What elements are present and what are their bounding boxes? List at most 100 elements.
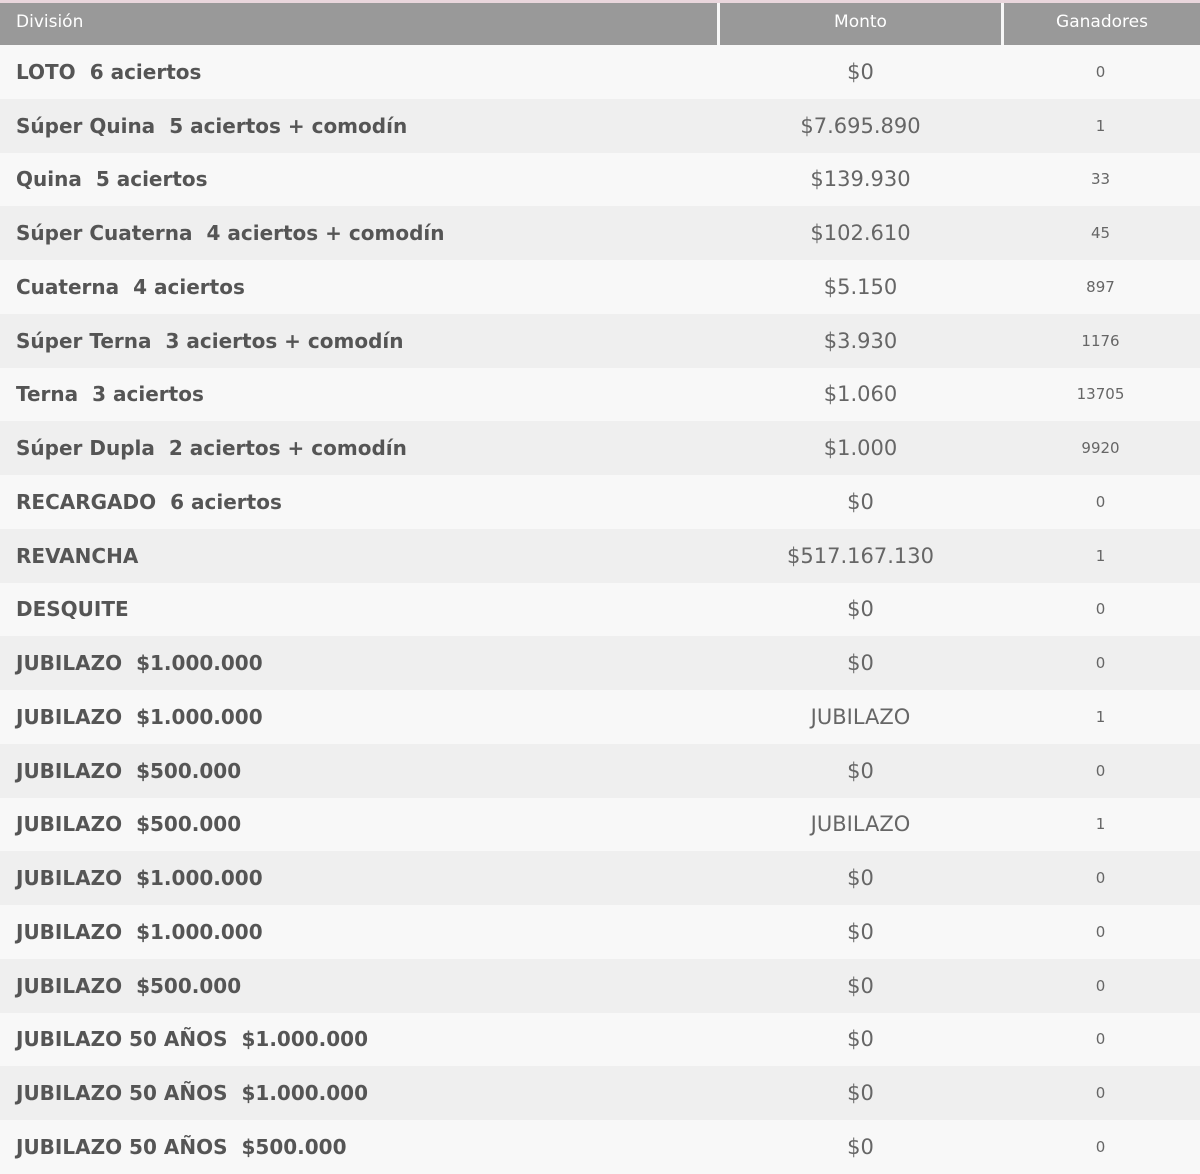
monto-cell: $3.930 [823, 328, 898, 353]
division-name: JUBILAZO [16, 704, 123, 729]
division-cell: JUBILAZO $1.000.000 [0, 920, 720, 944]
division-detail: 5 aciertos + comodín [169, 113, 408, 138]
division-detail: $1.000.000 [136, 919, 263, 944]
header-ganadores: Ganadores [1004, 3, 1200, 45]
division-cell: JUBILAZO 50 AÑOS $500.000 [0, 1135, 720, 1159]
table-row: Terna 3 aciertos $1.060 13705 [0, 367, 1200, 422]
division-cell: Súper Dupla 2 aciertos + comodín [0, 436, 720, 460]
table-row: JUBILAZO $500.000 JUBILAZO 1 [0, 797, 1200, 852]
table-row: Súper Cuaterna 4 aciertos + comodín $102.6… [0, 206, 1200, 260]
monto-cell: $0 [847, 489, 874, 514]
table-row: JUBILAZO 50 AÑOS $1.000.000 $0 0 [0, 1012, 1200, 1067]
table-row: JUBILAZO $1.000.000 $0 0 [0, 905, 1200, 959]
ganadores-cell: 33 [1090, 170, 1111, 189]
ganadores-cell: 0 [1095, 492, 1106, 511]
division-cell: JUBILAZO $500.000 [0, 759, 720, 783]
monto-cell: $1.000 [823, 436, 898, 461]
ganadores-cell: 9920 [1081, 439, 1120, 458]
table-row: RECARGADO 6 aciertos $0 0 [0, 475, 1200, 529]
division-detail: $1.000.000 [241, 1081, 369, 1106]
monto-cell: $0 [847, 597, 874, 622]
division-cell: JUBILAZO $500.000 [0, 812, 720, 836]
ganadores-cell: 0 [1095, 1137, 1106, 1156]
division-name: JUBILAZO [16, 651, 123, 676]
division-detail: $1.000.000 [136, 651, 263, 676]
monto-cell: $0 [847, 758, 874, 783]
division-name: JUBILAZO [16, 758, 123, 783]
table-row: JUBILAZO $500.000 $0 0 [0, 743, 1200, 798]
table-row: JUBILAZO 50 AÑOS $500.000 $0 0 [0, 1120, 1200, 1174]
table-row: Quina 5 aciertos $139.930 33 [0, 152, 1200, 207]
division-detail: 3 aciertos + comodín [165, 328, 404, 353]
division-cell: Súper Quina 5 aciertos + comodín [0, 114, 720, 138]
division-detail: $1.000.000 [136, 866, 263, 891]
division-detail: $500.000 [136, 973, 242, 998]
table-row: Súper Terna 3 aciertos + comodín $3.930 117… [0, 313, 1200, 368]
division-cell: Súper Cuaterna 4 aciertos + comodín [0, 221, 720, 245]
ganadores-cell: 1 [1095, 707, 1106, 726]
ganadores-cell: 0 [1095, 62, 1106, 81]
division-cell: Terna 3 aciertos [0, 382, 720, 406]
monto-cell: $0 [847, 59, 874, 84]
table-row: DESQUITE $0 0 [0, 582, 1200, 637]
division-cell: JUBILAZO 50 AÑOS $1.000.000 [0, 1027, 720, 1051]
table-row: JUBILAZO $1.000.000 JUBILAZO 1 [0, 690, 1200, 744]
division-name: RECARGADO [16, 489, 157, 514]
ganadores-cell: 0 [1095, 869, 1106, 888]
table-row: JUBILAZO 50 AÑOS $1.000.000 $0 0 [0, 1066, 1200, 1120]
ganadores-cell: 1 [1095, 546, 1106, 565]
division-detail: 3 aciertos [92, 382, 204, 407]
division-name: JUBILAZO [16, 973, 123, 998]
ganadores-cell: 0 [1095, 922, 1106, 941]
monto-cell: $102.610 [810, 221, 911, 246]
monto-cell: $0 [847, 1081, 874, 1106]
ganadores-cell: 0 [1095, 600, 1106, 619]
division-cell: REVANCHA [0, 544, 720, 568]
division-cell: Cuaterna 4 aciertos [0, 275, 720, 299]
division-name: Terna [16, 382, 79, 407]
table-row: LOTO 6 aciertos $0 0 [0, 45, 1200, 99]
division-name: Súper Dupla [16, 436, 155, 461]
monto-cell: $139.930 [810, 167, 911, 192]
table-body: LOTO 6 aciertos $0 0 Súper Quina 5 aciertos … [0, 45, 1200, 1174]
division-cell: RECARGADO 6 aciertos [0, 490, 720, 514]
ganadores-cell: 45 [1090, 224, 1111, 243]
monto-cell: $517.167.130 [787, 543, 934, 568]
ganadores-cell: 1176 [1081, 331, 1120, 350]
division-name: REVANCHA [16, 543, 139, 568]
monto-cell: $7.695.890 [800, 113, 921, 138]
division-name: Súper Terna [16, 328, 152, 353]
division-detail: 6 aciertos [89, 59, 202, 84]
table-row: JUBILAZO $1.000.000 $0 0 [0, 636, 1200, 690]
monto-cell: $0 [847, 651, 874, 676]
division-name: JUBILAZO 50 AÑOS [16, 1027, 228, 1052]
ganadores-cell: 0 [1095, 1030, 1106, 1049]
table-row: JUBILAZO $500.000 $0 0 [0, 958, 1200, 1013]
division-cell: LOTO 6 aciertos [0, 60, 720, 84]
ganadores-cell: 13705 [1076, 385, 1125, 404]
monto-cell: $1.060 [823, 382, 898, 407]
division-cell: JUBILAZO $1.000.000 [0, 651, 720, 675]
division-name: JUBILAZO [16, 812, 123, 837]
ganadores-cell: 1 [1095, 116, 1106, 135]
division-name: Quina [16, 167, 82, 192]
monto-cell: JUBILAZO [810, 704, 911, 729]
header-division: División [0, 3, 717, 45]
monto-cell: $0 [847, 919, 874, 944]
division-cell: DESQUITE [0, 597, 720, 621]
division-detail: 6 aciertos [170, 489, 282, 514]
table-header: División Monto Ganadores [0, 3, 1200, 45]
division-cell: JUBILAZO $500.000 [0, 974, 720, 998]
division-detail: 2 aciertos + comodín [168, 436, 407, 461]
division-name: Cuaterna [16, 274, 120, 299]
monto-cell: $5.150 [823, 274, 898, 299]
header-monto: Monto [720, 3, 1001, 45]
division-cell: JUBILAZO 50 AÑOS $1.000.000 [0, 1081, 720, 1105]
division-cell: JUBILAZO $1.000.000 [0, 866, 720, 890]
monto-cell: $0 [847, 1027, 874, 1052]
division-detail: $1.000.000 [136, 704, 263, 729]
division-detail: $500.000 [136, 758, 242, 783]
monto-cell: $0 [847, 973, 874, 998]
division-name: LOTO [16, 59, 76, 84]
